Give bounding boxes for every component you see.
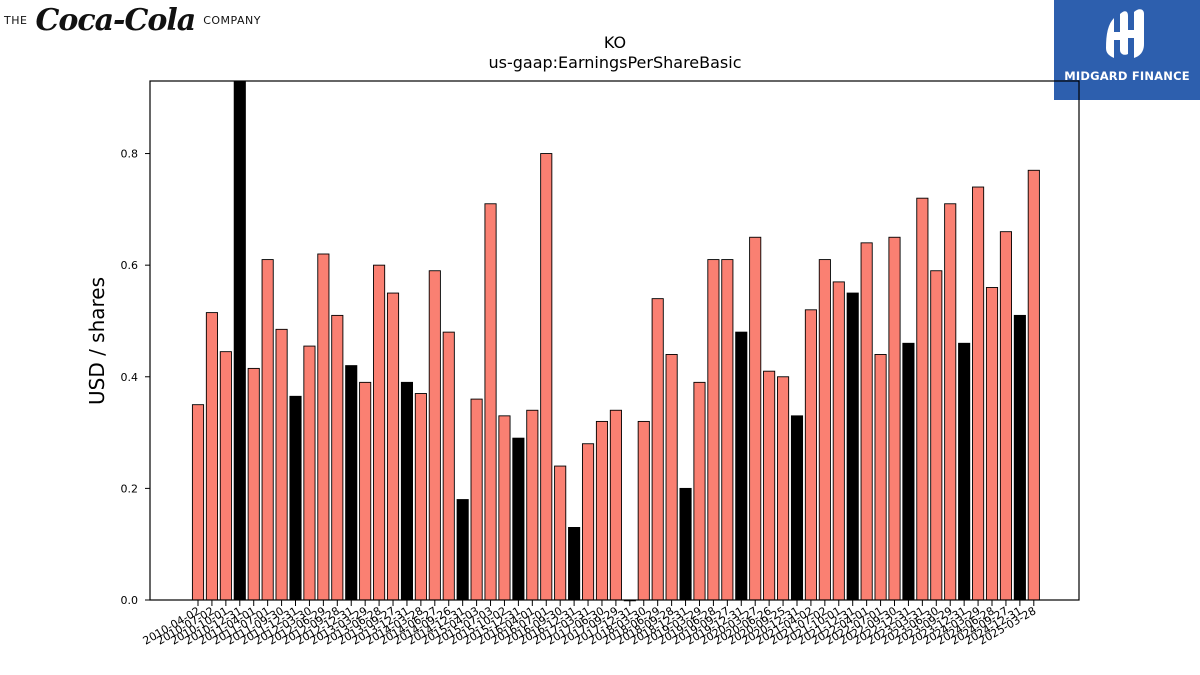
bar-2023-06-30 bbox=[930, 270, 943, 601]
y-tick-label: 0.2 bbox=[121, 482, 139, 495]
chart-title: KO bbox=[604, 33, 626, 52]
bar-2024-09-27 bbox=[999, 231, 1012, 601]
bar-2014-09-26 bbox=[442, 331, 455, 601]
bar-2024-06-28 bbox=[985, 287, 999, 601]
y-tick-label: 0.8 bbox=[121, 148, 139, 161]
bar-2018-09-28 bbox=[665, 354, 678, 601]
bar-2012-12-31 bbox=[345, 365, 358, 601]
bar-2022-04-01 bbox=[860, 242, 873, 601]
bar-2016-09-30 bbox=[554, 465, 567, 601]
bar-2010-10-01 bbox=[219, 351, 232, 601]
brand-wordmark: Coca-Cola bbox=[35, 2, 196, 38]
bar-2013-12-31 bbox=[400, 381, 414, 601]
bar-2016-12-31 bbox=[568, 527, 581, 601]
bar-2011-04-01 bbox=[247, 367, 260, 601]
midgard-finance-logo-text: MIDGARD FINANCE bbox=[1064, 69, 1190, 83]
bar-2020-09-25 bbox=[777, 376, 790, 601]
bar-2014-06-27 bbox=[428, 270, 441, 601]
bar-2018-03-30 bbox=[637, 420, 650, 601]
bar-2018-06-29 bbox=[651, 298, 664, 601]
bar-2024-03-29 bbox=[972, 186, 985, 601]
bar-2014-03-28 bbox=[414, 393, 427, 601]
bar-2022-07-01 bbox=[874, 354, 887, 601]
y-tick-label: 0.0 bbox=[121, 594, 139, 607]
chart-subtitle: us-gaap:EarningsPerShareBasic bbox=[488, 53, 741, 72]
bar-2022-12-31 bbox=[902, 342, 915, 601]
bar-2012-09-28 bbox=[331, 314, 344, 601]
bar-2016-04-01 bbox=[526, 409, 539, 601]
bar-2021-12-31 bbox=[846, 292, 859, 601]
bar-2011-12-31 bbox=[289, 395, 302, 601]
bar-2020-12-31 bbox=[790, 415, 804, 601]
bar-2021-07-02 bbox=[818, 259, 831, 601]
bar-2023-03-31 bbox=[916, 197, 929, 601]
bar-2025-03-28 bbox=[1027, 169, 1040, 601]
bar-2011-09-30 bbox=[275, 328, 288, 601]
bar-2013-03-29 bbox=[359, 381, 372, 601]
bar-2015-04-03 bbox=[470, 398, 483, 601]
bar-2019-06-28 bbox=[707, 259, 720, 601]
x-axis-ticks: 2010-04-022010-07-022010-10-012010-12-31… bbox=[141, 600, 1038, 648]
y-axis-label: USD / shares bbox=[85, 277, 109, 405]
bar-2010-07-02 bbox=[205, 312, 218, 601]
bar-2023-12-31 bbox=[958, 342, 971, 601]
bar-2010-04-02 bbox=[191, 404, 205, 601]
y-tick-label: 0.6 bbox=[121, 259, 139, 272]
brand-suffix: COMPANY bbox=[203, 13, 261, 27]
bar-2020-06-26 bbox=[763, 370, 776, 601]
bar-2015-12-31 bbox=[512, 437, 525, 601]
y-axis-ticks: 0.0 0.2 0.4 0.6 0.8 bbox=[121, 148, 150, 607]
plot-frame bbox=[149, 80, 1080, 601]
midgard-finance-logo: MIDGARD FINANCE bbox=[1054, 0, 1200, 100]
bar-2024-12-31 bbox=[1013, 314, 1026, 601]
bar-2023-09-29 bbox=[944, 203, 957, 601]
bar-2013-06-28 bbox=[373, 264, 386, 601]
bar-2013-09-27 bbox=[386, 292, 400, 601]
bar-2015-10-02 bbox=[498, 415, 511, 601]
bar-2017-03-31 bbox=[581, 443, 595, 601]
coca-cola-company-logo: THE Coca-Cola COMPANY bbox=[4, 2, 261, 38]
bar-2016-07-01 bbox=[540, 153, 553, 601]
bar-2017-06-30 bbox=[595, 420, 609, 601]
bar-2021-04-02 bbox=[804, 309, 817, 601]
bar-2022-09-30 bbox=[888, 236, 901, 601]
bar-2010-12-31 bbox=[233, 80, 246, 601]
midgard-emblem-icon bbox=[1106, 9, 1144, 58]
bar-2021-10-01 bbox=[832, 281, 845, 601]
brand-prefix: THE bbox=[4, 13, 28, 27]
bar-2019-09-27 bbox=[721, 259, 734, 601]
y-tick-label: 0.4 bbox=[121, 371, 139, 384]
bar-series bbox=[191, 80, 1040, 602]
bar-2019-03-29 bbox=[693, 381, 706, 601]
bar-2011-07-01 bbox=[261, 259, 274, 601]
bar-2012-03-30 bbox=[303, 345, 316, 601]
bar-2018-12-31 bbox=[679, 487, 692, 601]
bar-2019-12-31 bbox=[735, 331, 748, 601]
bar-2017-09-29 bbox=[609, 409, 622, 601]
bar-2015-07-03 bbox=[484, 203, 497, 601]
bar-2020-03-27 bbox=[749, 236, 762, 601]
bar-2012-06-29 bbox=[317, 253, 330, 601]
bar-2014-12-31 bbox=[456, 499, 469, 601]
